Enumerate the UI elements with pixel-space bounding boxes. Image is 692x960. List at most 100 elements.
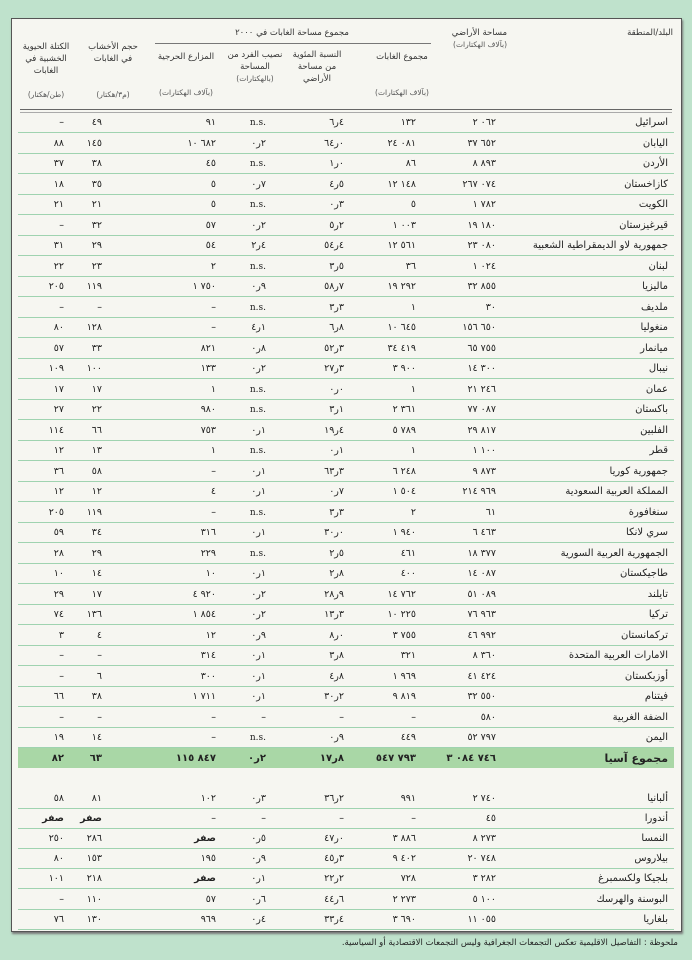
country-name: طاجيكستان <box>619 568 668 579</box>
header-biomass-unit: (طن/هكتار) <box>27 90 65 99</box>
biomass-cell: ٨٨ <box>53 137 64 149</box>
land-area-cell: ٦١ <box>485 506 496 518</box>
country-name: لبنان <box>648 260 668 272</box>
forest-pct-cell: ١٣ر٣ <box>324 609 344 620</box>
biomass-cell: ٥٨ <box>53 792 64 804</box>
per-capita-cell: ٠ر٦ <box>251 893 266 905</box>
country-name: ألبانيا <box>647 792 668 804</box>
plantations-cell: ٨٢١ <box>200 342 216 354</box>
volume-cell: ٦٣ <box>89 752 102 764</box>
forest-pct-cell: ٢٢ر٢ <box>324 873 344 885</box>
table-row: تايلند ٥١ ٠٨٩ ١٤ ٧٦٢ ٢٨ر٩ ٠ر٢ ٤ ٩٢٠ ١٧ ٢٩ <box>18 584 674 605</box>
volume-cell: ٢١ <box>91 199 102 210</box>
header-forest-total-label: مجموع الغابات <box>376 52 428 62</box>
biomass-cell: صفر <box>42 812 64 824</box>
biomass-cell: ٧٦ <box>53 913 64 925</box>
table-row: الفلبين ٢٩ ٨١٧ ٥ ٧٨٩ ١٩ر٤ ٠ر١ ٧٥٣ ٦٦ ١١٤ <box>18 420 674 441</box>
land-area-cell: ٣٧ ٦٥٢ <box>467 137 496 149</box>
forest-total-cell: ١٢ ١٤٨ <box>387 178 416 190</box>
volume-cell: ٣٤ <box>91 527 102 538</box>
country-name: نيبال <box>648 363 668 374</box>
plantations-cell: ٥ <box>210 199 216 210</box>
forest-pct-cell: ٨ر٠ <box>329 629 344 641</box>
country-name: مجموع آسيا <box>604 751 668 765</box>
biomass-cell: – <box>59 650 64 661</box>
header-group-rule <box>155 43 431 44</box>
per-capita-cell: ٠ر٧ <box>251 178 266 190</box>
plantations-cell: ٤ ٩٢٠ <box>192 588 216 600</box>
plantations-cell: ٥٤ <box>205 240 216 251</box>
forest-total-cell: ١ <box>410 383 416 395</box>
forest-total-cell: ٢ <box>410 506 416 518</box>
per-capita-cell: ٠ر١ <box>251 527 266 538</box>
per-capita-cell: ٢ر٤ <box>251 240 266 251</box>
forest-pct-cell: ٠ر٧ <box>329 486 344 497</box>
table-row: الجمهورية العربية السورية ١٨ ٣٧٧ ٤٦١ ٢ر٥ n.s… <box>18 543 674 564</box>
table-row: سنغافورة ٦١ ٢ ٣ر٣ n.s. – ١١٩ ٢٠٥ <box>18 502 674 523</box>
plantations-cell: ٥٧ <box>205 893 216 905</box>
land-area-cell: ٤٦ ٩٩٢ <box>467 629 496 641</box>
table-row: كازاخستان ٢٦٧ ٠٧٤ ١٢ ١٤٨ ٤ر٥ ٠ر٧ ٥ ٣٥ ١٨ <box>18 174 674 195</box>
volume-cell: ١٣٦ <box>86 609 102 620</box>
per-capita-cell: ٠ر٢ <box>251 137 266 149</box>
volume-cell: ٥٨ <box>91 465 102 477</box>
forest-total-cell: ١ ٩٦٩ <box>392 670 416 682</box>
per-capita-cell: n.s. <box>249 446 266 456</box>
plantations-cell: – <box>211 732 216 743</box>
country-name: سري لانكا <box>626 527 668 538</box>
per-capita-cell: ٠ر٢ <box>251 609 266 620</box>
country-name: اليمن <box>645 732 668 743</box>
header-volume: حجم الأخشاب في الغابات (م٣/هكتار) <box>82 41 144 101</box>
country-name: تركيا <box>648 609 668 620</box>
forest-pct-cell: ٣ر١ <box>329 404 344 415</box>
table-row: منغوليا ١٥٦ ٦٥٠ ١٠ ٦٤٥ ٦ر٨ ٤ر١ – ١٢٨ ٨٠ <box>18 317 674 338</box>
table-row: فيتنام ٣٢ ٥٥٠ ٩ ٨١٩ ٣٠ر٢ ٠ر١ ١ ٧١١ ٣٨ ٦٦ <box>18 686 674 707</box>
plantations-cell: ١ <box>210 445 216 456</box>
biomass-cell: ١١٤ <box>48 424 64 436</box>
biomass-cell: ٥٩ <box>53 527 64 538</box>
forest-total-cell: ١٠ ٢٢٥ <box>387 609 416 620</box>
forest-total-cell: ١٩ ٢٩٢ <box>387 281 416 292</box>
country-name: ماليزيا <box>642 281 668 292</box>
forest-total-cell: ٣ ٩٠٠ <box>392 363 416 374</box>
forest-pct-cell: ١ر٠ <box>329 158 344 169</box>
table-row: البوسنة والهرسك ٥ ١٠٠ ٢ ٢٧٣ ٤٤ر٦ ٠ر٦ ٥٧ ١١٠ – <box>18 889 674 910</box>
volume-cell: ١٤٥ <box>86 137 102 149</box>
forest-total-cell: ٥ <box>410 199 416 210</box>
forest-pct-cell: ٤٤ر٦ <box>324 893 344 905</box>
header-plantations-label: المزارع الحرجية <box>157 52 215 62</box>
table-row: جمهورية لاو الديمقراطية الشعبية ٢٣ ٠٨٠ ١٢ … <box>18 235 674 256</box>
land-area-cell: ٥٨٠ <box>480 711 496 723</box>
per-capita-cell: n.s. <box>249 405 266 415</box>
forest-pct-cell: ٢ر٥ <box>329 547 344 559</box>
footnote: ملحوظة : التفاصيل الاقليمية تعكس التجمعا… <box>341 938 678 948</box>
volume-cell: ٢٨٦ <box>86 832 102 844</box>
land-area-cell: ٨ ٣٦٠ <box>472 650 496 661</box>
header-biomass: الكتلة الحيوية الخشبية في الغابات (طن/هك… <box>16 41 76 101</box>
land-area-cell: ٣ ٢٨٢ <box>472 873 496 885</box>
plantations-cell: ٣٠٠ <box>200 670 216 682</box>
table-row: تركمانستان ٤٦ ٩٩٢ ٣ ٧٥٥ ٨ر٠ ٠ر٩ ١٢ ٤ ٣ <box>18 625 674 646</box>
volume-cell: – <box>97 650 102 661</box>
forest-pct-cell: ٥ر٢ <box>329 219 344 231</box>
per-capita-cell: ٠ر١ <box>251 873 266 885</box>
volume-cell: ٦ <box>96 670 102 682</box>
volume-cell: – <box>97 711 102 723</box>
table-row: قطر ١ ١٠٠ ١ ٠ر١ n.s. ١ ١٣ ١٢ <box>18 440 674 461</box>
land-area-cell: ١٤ ٠٨٧ <box>467 568 496 579</box>
table-row: اسرائيل ٢ ٠٦٢ ١٣٢ ٦ر٤ n.s. ٩١ ٤٩ – <box>18 112 674 133</box>
forest-total-cell: ٤٤٩ <box>400 732 416 743</box>
plantations-cell: ١٠ ٦٨٢ <box>187 137 216 149</box>
forest-total-cell: ٢٤ ٠٨١ <box>387 137 416 149</box>
plantations-cell: ٢٢٩ <box>200 547 216 559</box>
forest-total-cell: ١٢ ٥٦١ <box>387 240 416 251</box>
table-row: نيبال ١٤ ٣٠٠ ٣ ٩٠٠ ٢٧ر٣ ٠ر٢ ١٣٣ ١٠٠ ١٠٩ <box>18 358 674 379</box>
biomass-cell: ٦٦ <box>53 691 64 702</box>
plantations-cell: ١٢ <box>205 629 216 641</box>
biomass-cell: ٣١ <box>53 240 64 251</box>
per-capita-cell: ٠ر٩ <box>251 629 266 641</box>
biomass-cell: ٧٤ <box>53 609 64 620</box>
per-capita-cell: ٠ر٣ <box>251 792 266 804</box>
plantations-cell: ٧٥٣ <box>200 424 216 436</box>
forest-total-cell: ٩٩١ <box>400 792 416 804</box>
